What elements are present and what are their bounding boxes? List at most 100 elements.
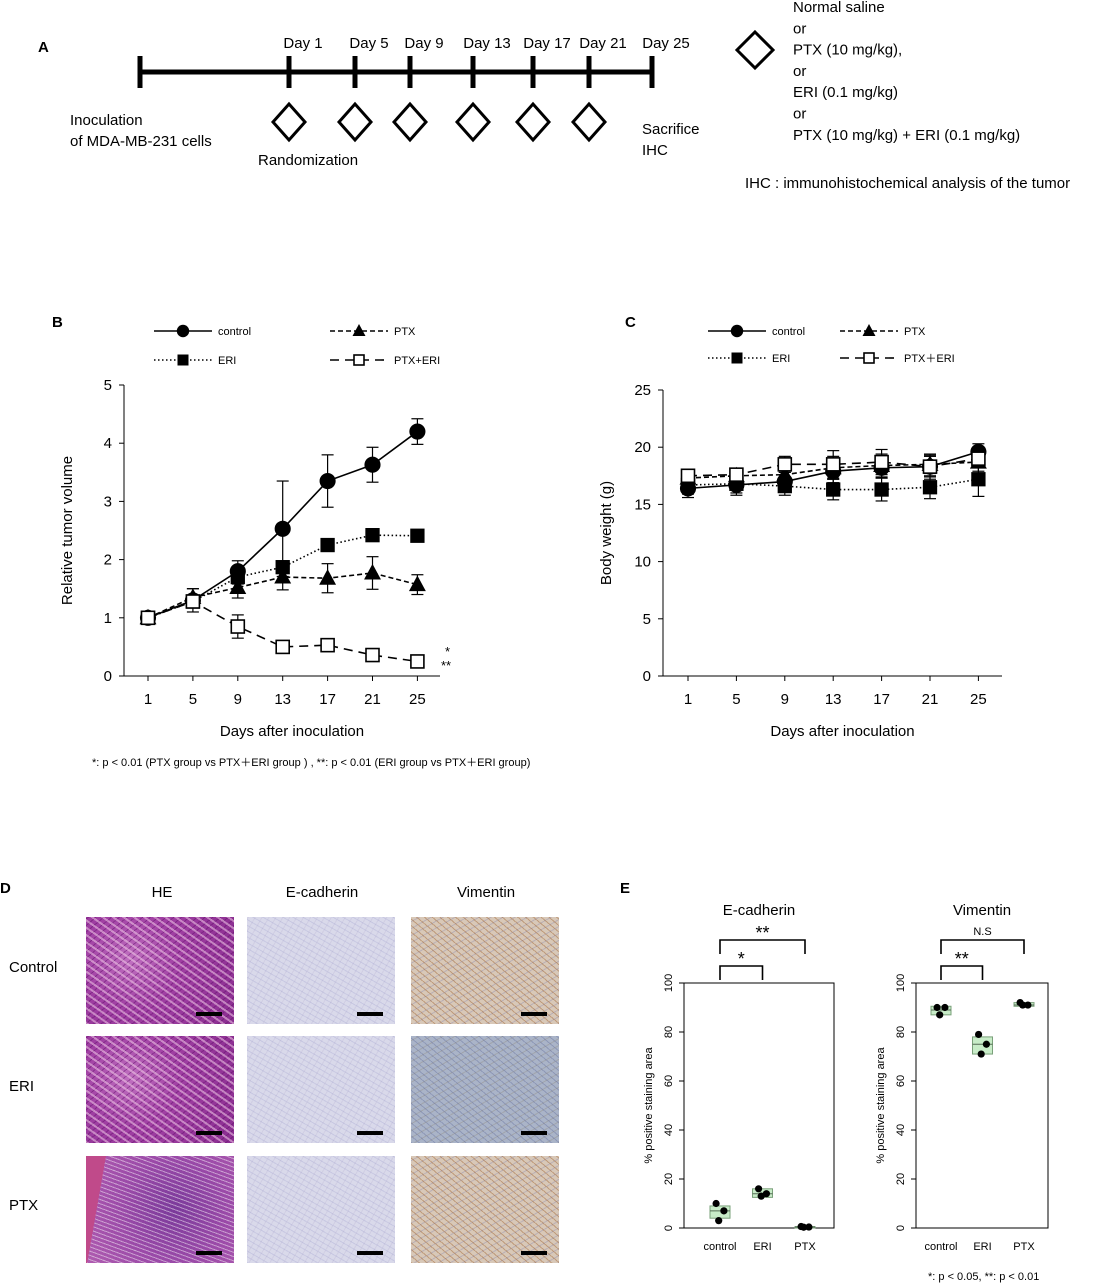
- micrograph-eri-he: [86, 1036, 234, 1143]
- timeline-day-label: Day 25: [642, 35, 690, 52]
- micrograph-eri-e-cadherin: [247, 1036, 395, 1143]
- scale-bar: [196, 1131, 222, 1135]
- dosing-diamond-icon: [391, 101, 429, 143]
- panel-d: D HE E-cadherin Vimentin Control ERI PTX: [0, 880, 515, 1214]
- timeline-day-label: Day 9: [404, 35, 443, 52]
- data-point-triangle: [352, 324, 366, 336]
- data-point-open-square: [777, 457, 793, 472]
- x-tick-label: PTX: [794, 1241, 816, 1253]
- panel-b-label: B: [52, 314, 63, 331]
- data-point-circle: [274, 520, 291, 537]
- panel-d-label: D: [0, 880, 11, 897]
- legend-label-PTX+ERI: PTX+ERI: [394, 355, 440, 367]
- data-point: [755, 1185, 763, 1193]
- data-point-circle: [730, 324, 744, 338]
- treatment-diamond-icon: [734, 29, 776, 71]
- data-point-square: [922, 480, 938, 495]
- row-label-eri: ERI: [9, 1078, 34, 1095]
- legend-label-control: control: [218, 326, 251, 338]
- y-tick-label: 0: [895, 1225, 907, 1231]
- panel-a-label: A: [38, 39, 49, 56]
- treatment-option: Normal saline: [793, 0, 885, 16]
- data-point-open-square: [410, 654, 425, 669]
- data-point-circle: [409, 423, 426, 440]
- scale-bar: [521, 1131, 547, 1135]
- y-tick-label: 40: [663, 1124, 675, 1136]
- data-point-open-square: [140, 610, 156, 626]
- y-tick-label: 15: [634, 496, 651, 513]
- data-point-triangle: [229, 578, 247, 595]
- treatment-option: PTX (10 mg/kg) + ERI (0.1 mg/kg): [793, 127, 1020, 144]
- scale-bar: [521, 1251, 547, 1255]
- data-point-open-square: [353, 354, 365, 366]
- x-axis-title: Days after inoculation: [770, 723, 914, 740]
- panel-e-footnote: *: p < 0.05, **: p < 0.01: [928, 1271, 1039, 1283]
- y-axis-title: Body weight (g): [598, 481, 615, 585]
- panel-b-legend: control PTX ERI PTX+ERI: [154, 324, 440, 367]
- y-tick-label: 20: [895, 1173, 907, 1185]
- data-point: [936, 1011, 944, 1019]
- y-tick-label: 80: [663, 1026, 675, 1038]
- x-tick-label: ERI: [973, 1241, 991, 1253]
- y-tick-label: 2: [104, 552, 112, 569]
- data-point-open-square: [185, 594, 201, 609]
- panel-e-label: E: [620, 880, 630, 897]
- data-point: [805, 1223, 813, 1231]
- inoculation-label-line1: Inoculation: [70, 112, 143, 129]
- row-label-ptx: PTX: [9, 1197, 38, 1214]
- y-tick-label: 100: [663, 974, 675, 992]
- data-point: [933, 1003, 941, 1012]
- data-point-open-square: [320, 637, 335, 653]
- y-tick-label: 20: [663, 1173, 675, 1185]
- x-tick-label: ERI: [753, 1241, 771, 1253]
- scale-bar: [357, 1251, 383, 1255]
- x-tick-label: 21: [922, 691, 939, 708]
- column-header-e-cadherin: E-cadherin: [286, 884, 359, 901]
- significance-label: **: [755, 923, 769, 943]
- data-point-square: [365, 528, 380, 543]
- y-tick-label: 0: [643, 668, 651, 685]
- x-tick-label: 5: [189, 691, 197, 708]
- data-point-circle: [319, 472, 336, 490]
- x-tick-label: 13: [274, 691, 291, 708]
- x-tick-label: 1: [144, 691, 152, 708]
- y-tick-label: 100: [895, 974, 907, 992]
- data-point-open-square: [971, 451, 986, 466]
- y-tick-label: 80: [895, 1026, 907, 1038]
- chart-title: Vimentin: [953, 902, 1011, 919]
- data-point-open-square: [275, 639, 291, 655]
- treatment-option: or: [793, 63, 806, 80]
- row-label-control: Control: [9, 959, 57, 976]
- legend-label-ERI: ERI: [218, 355, 236, 367]
- x-tick-label: control: [924, 1241, 957, 1253]
- inoculation-label-line2: of MDA-MB-231 cells: [70, 133, 212, 150]
- significance-label: *: [738, 949, 745, 969]
- data-point: [800, 1223, 808, 1231]
- data-point-square: [971, 472, 986, 487]
- panel-a: A Day 1 Day 5 Day 9 Day 13 Day 17 Day 21 Day 2…: [38, 0, 1070, 192]
- x-tick-label: 13: [825, 691, 842, 708]
- legend-label-ERI: ERI: [772, 353, 790, 365]
- x-tick-label: 25: [970, 691, 987, 708]
- x-tick-label: PTX: [1013, 1241, 1035, 1253]
- y-tick-label: 3: [104, 493, 112, 510]
- y-tick-label: 60: [663, 1075, 675, 1087]
- data-point-square: [777, 478, 792, 494]
- y-tick-label: 25: [634, 382, 651, 399]
- dosing-diamond-icon: [514, 101, 552, 143]
- data-point-square: [275, 560, 290, 575]
- tumor-volume-chart: 0 1 2 3 4 5 1 5 9 13 17 21 25 Days after inoculation R…: [59, 377, 440, 740]
- timeline-day-label: Day 1: [283, 35, 322, 52]
- dosing-diamond-icon: [570, 101, 608, 143]
- ihc-label: IHC: [642, 142, 668, 159]
- y-tick-label: 20: [634, 439, 651, 456]
- data-point: [715, 1217, 723, 1225]
- chart-title: E-cadherin: [723, 902, 796, 919]
- significance-label: **: [955, 949, 969, 969]
- timeline-day-label: Day 17: [523, 35, 571, 52]
- scale-bar: [521, 1012, 547, 1016]
- y-axis-title: % positive staining area: [643, 1047, 655, 1164]
- treatment-option: or: [793, 106, 806, 123]
